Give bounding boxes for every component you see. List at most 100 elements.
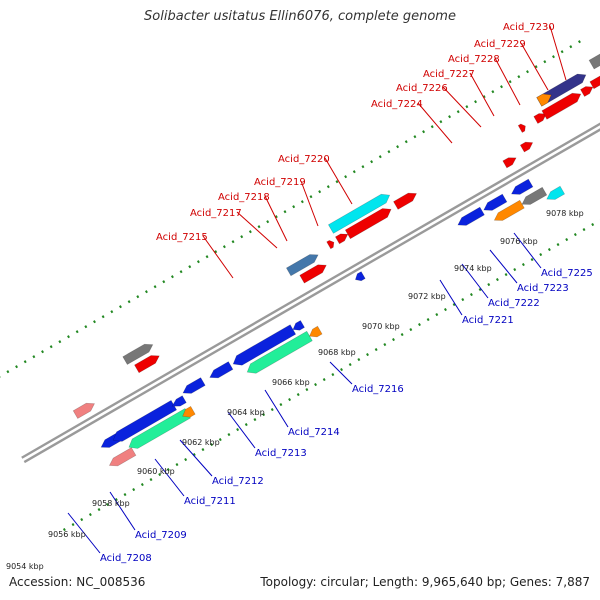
forward-gene-label: Acid_7220 <box>278 154 330 165</box>
reverse-gene-label: Acid_7221 <box>462 315 514 326</box>
label-leader-line <box>469 72 495 117</box>
gene-feature <box>536 93 552 107</box>
kbp-tick-label: 9064 kbp <box>227 408 265 417</box>
label-leader-line <box>417 102 453 144</box>
forward-gene-label: Acid_7219 <box>254 177 306 188</box>
gene-feature <box>517 123 526 133</box>
kbp-tick-label: 9076 kbp <box>500 237 538 246</box>
forward-gene-label: Acid_7224 <box>371 99 423 110</box>
reverse-gene-label: Acid_7213 <box>255 448 307 459</box>
kbp-tick-label: 9074 kbp <box>454 264 492 273</box>
gene-features <box>72 53 600 467</box>
label-leader-line <box>300 180 319 227</box>
gene-feature <box>355 271 366 282</box>
topology-info: Topology: circular; Length: 9,965,640 bp… <box>260 575 590 589</box>
label-leader-line <box>109 491 136 531</box>
reverse-gene-label: Acid_7225 <box>541 268 593 279</box>
forward-gene-label: Acid_7218 <box>218 192 270 203</box>
reverse-gene-label: Acid_7223 <box>517 283 569 294</box>
label-leader-line <box>489 249 518 284</box>
gene-feature <box>511 178 534 195</box>
forward-gene-label: Acid_7228 <box>448 54 500 65</box>
label-leader-line <box>439 279 463 316</box>
forward-gene-label: Acid_7227 <box>423 69 475 80</box>
gene-feature <box>209 361 234 379</box>
gene-feature <box>588 53 600 70</box>
gene-feature <box>171 395 187 407</box>
forward-gene-label: Acid_7226 <box>396 83 448 94</box>
kbp-tick-label: 9056 kbp <box>48 530 86 539</box>
upper-tick-row <box>0 36 588 378</box>
reverse-gene-label: Acid_7222 <box>488 298 540 309</box>
tick-rows <box>0 36 600 532</box>
gene-feature <box>334 233 349 245</box>
label-leader-line <box>549 25 567 81</box>
gene-feature <box>533 113 547 124</box>
kbp-tick-label: 9054 kbp <box>6 562 44 571</box>
label-leader-line <box>227 411 256 449</box>
gene-labels: Acid_7215 Acid_7217 Acid_7218 Acid_7219 Acid… <box>67 22 593 564</box>
kbp-tick-label: 9078 kbp <box>546 209 584 218</box>
gene-feature <box>285 254 319 277</box>
gene-feature <box>541 92 582 120</box>
label-leader-line <box>202 235 234 279</box>
kbp-scale: 9054 kbp 9056 kbp 9058 kbp 9060 kbp 9062 kbp… <box>6 209 584 571</box>
gene-feature <box>232 324 297 366</box>
label-leader-line <box>442 86 482 128</box>
gene-feature <box>589 75 600 90</box>
accession-value: NC_008536 <box>76 575 146 589</box>
gene-feature <box>393 192 417 210</box>
gene-feature <box>519 141 534 153</box>
label-leader-line <box>461 263 489 299</box>
reverse-gene-label: Acid_7208 <box>100 553 152 564</box>
gene-feature <box>309 325 323 338</box>
accession-line: Accession: NC_008536 <box>9 575 145 589</box>
genome-title: Solibacter usitatus Ellin6076, complete … <box>144 9 456 24</box>
gene-feature <box>326 240 335 250</box>
label-leader-line <box>264 195 288 242</box>
forward-gene-label: Acid_7217 <box>190 208 242 219</box>
backbone-strand <box>23 128 600 464</box>
gene-feature <box>134 355 160 374</box>
gene-feature <box>502 157 517 169</box>
gene-feature <box>299 264 327 284</box>
reverse-gene-label: Acid_7211 <box>184 496 236 507</box>
reverse-gene-label: Acid_7214 <box>288 427 340 438</box>
reverse-gene-label: Acid_7209 <box>135 530 187 541</box>
gene-feature <box>122 343 154 365</box>
label-leader-line <box>494 57 521 106</box>
genome-backbone <box>21 122 600 464</box>
gene-feature <box>182 377 206 394</box>
label-leader-line <box>329 361 353 385</box>
gene-feature <box>292 320 305 331</box>
reverse-gene-label: Acid_7216 <box>352 384 404 395</box>
label-leader-line <box>67 512 101 554</box>
label-leader-line <box>179 439 213 477</box>
kbp-tick-label: 9068 kbp <box>318 348 356 357</box>
gene-feature <box>483 193 508 211</box>
forward-gene-label: Acid_7230 <box>503 22 555 33</box>
label-leader-line <box>513 232 542 269</box>
kbp-tick-label: 9060 kbp <box>137 467 175 476</box>
label-leader-line <box>520 42 549 91</box>
gene-feature <box>327 193 391 234</box>
gene-feature <box>457 206 485 226</box>
gene-feature <box>580 86 594 97</box>
gene-feature <box>108 447 137 467</box>
gene-feature <box>546 185 566 200</box>
kbp-tick-label: 9066 kbp <box>272 378 310 387</box>
kbp-tick-label: 9072 kbp <box>408 292 446 301</box>
backbone-strand <box>21 122 600 459</box>
kbp-tick-label: 9070 kbp <box>362 322 400 331</box>
label-leader-line <box>154 458 185 497</box>
forward-gene-label: Acid_7229 <box>474 39 526 50</box>
forward-gene-label: Acid_7215 <box>156 232 208 243</box>
lower-tick-row <box>62 218 600 532</box>
gene-feature <box>344 208 392 240</box>
label-leader-line <box>236 211 278 249</box>
kbp-tick-label: 9058 kbp <box>92 499 130 508</box>
gene-feature <box>182 405 196 418</box>
gene-feature <box>72 402 95 419</box>
